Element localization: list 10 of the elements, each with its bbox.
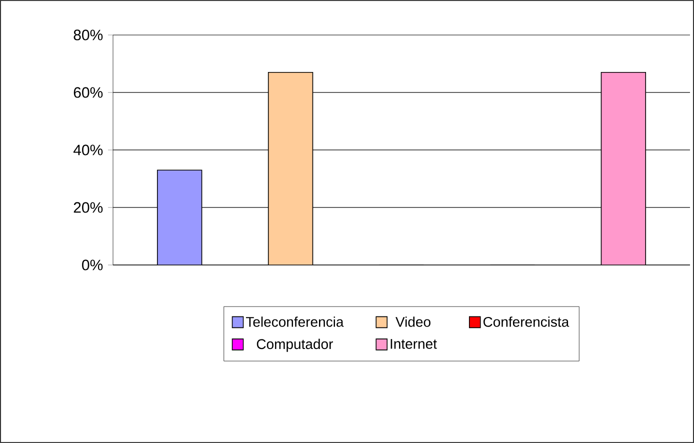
legend-label: Computador [256, 338, 333, 352]
legend-label: Video [396, 316, 430, 327]
legend-label: Internet [390, 339, 437, 349]
y-tick-label: 40% [73, 144, 103, 156]
y-tick-label: 80% [74, 30, 103, 40]
y-tick-label: 60% [74, 87, 103, 98]
legend-label: Teleconferencia [246, 316, 344, 327]
y-tick-label: 0% [82, 260, 103, 270]
y-tick-label: 20% [74, 202, 103, 213]
legend-label: Conferencista [483, 316, 570, 327]
